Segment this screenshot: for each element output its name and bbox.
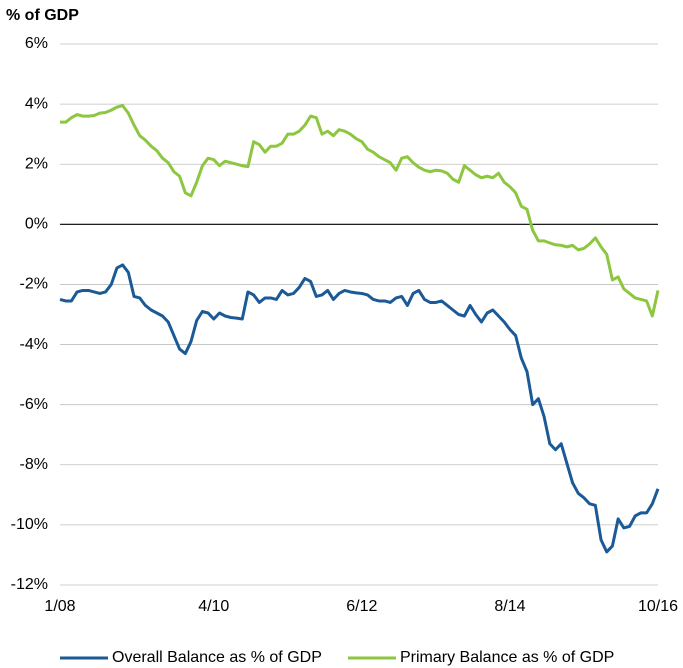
x-tick-label: 1/08: [44, 598, 75, 615]
y-tick-label: -6%: [20, 396, 48, 413]
legend-label: Primary Balance as % of GDP: [400, 649, 614, 666]
x-tick-label: 10/16: [638, 598, 678, 615]
y-tick-label: 4%: [25, 95, 48, 112]
series-line: [59, 263, 660, 554]
y-tick-label: -4%: [20, 336, 48, 353]
x-tick-label: 8/14: [494, 598, 525, 615]
y-tick-label: -2%: [20, 276, 48, 293]
x-tick-label: 4/10: [198, 598, 229, 615]
chart-title: % of GDP: [6, 7, 79, 24]
y-tick-label: 6%: [25, 35, 48, 52]
x-tick-label: 6/12: [346, 598, 377, 615]
y-tick-label: -10%: [11, 516, 48, 533]
series-line: [60, 104, 660, 318]
y-tick-label: -12%: [11, 576, 48, 593]
legend-label: Overall Balance as % of GDP: [112, 649, 322, 666]
y-tick-label: 2%: [25, 155, 48, 172]
y-tick-label: 0%: [25, 216, 48, 233]
y-tick-label: -8%: [20, 456, 48, 473]
